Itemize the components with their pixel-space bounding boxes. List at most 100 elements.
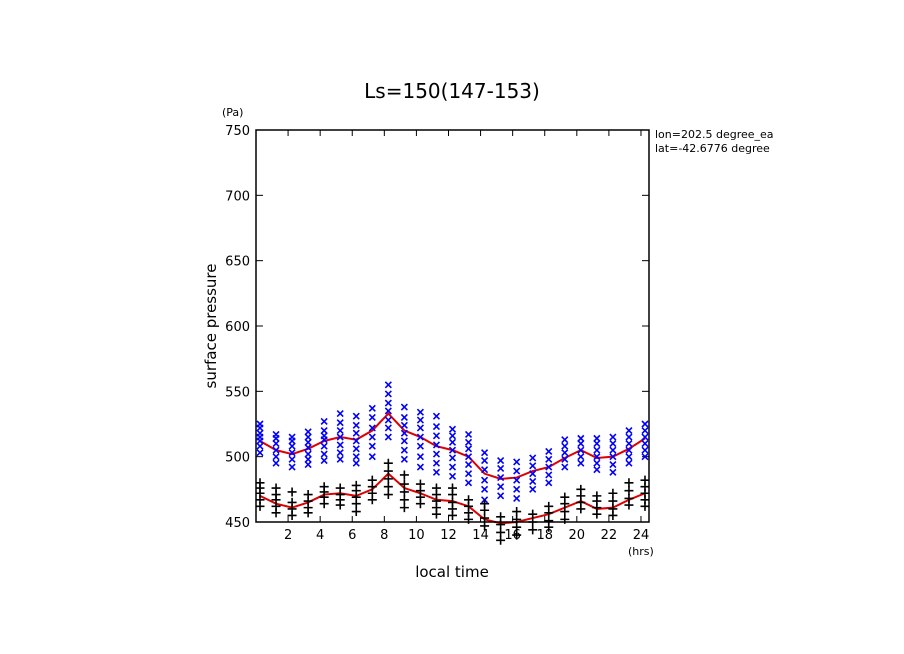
data-point-plus (592, 491, 602, 501)
ticks-layer: 2 4 6 8 10 12 14 16 18 20 22 2445050055060065070075… (225, 124, 649, 543)
data-point-plus (383, 466, 393, 476)
data-point-x (577, 440, 585, 448)
data-point-x (513, 485, 521, 493)
data-point-plus (335, 483, 345, 493)
data-point-x (545, 479, 553, 487)
data-point-x (304, 438, 312, 446)
data-point-x (545, 471, 553, 479)
data-point-x (336, 441, 344, 449)
data-point-plus (512, 507, 522, 517)
data-point-x (513, 467, 521, 475)
data-point-plus (399, 470, 409, 480)
data-point-plus (528, 509, 538, 519)
x-tick-label: 12 (440, 528, 457, 543)
x-tick-label: 2 (284, 528, 292, 543)
y-unit-label: (Pa) (222, 106, 243, 119)
data-point-x (304, 450, 312, 458)
data-point-plus (512, 522, 522, 532)
data-point-x (320, 417, 328, 425)
data-point-x (384, 407, 392, 415)
data-point-x (432, 423, 441, 431)
data-point-x (641, 440, 649, 448)
data-point-plus (383, 482, 393, 492)
data-point-plus (624, 478, 634, 488)
fit-line (259, 412, 646, 480)
data-point-x (561, 463, 569, 471)
data-point-plus (399, 503, 409, 513)
data-point-x (336, 455, 344, 463)
data-point-x (416, 424, 424, 432)
data-point-x (641, 433, 649, 441)
data-point-x (593, 440, 601, 448)
data-point-x (320, 432, 328, 440)
data-point-x (416, 416, 424, 424)
data-point-x (272, 430, 280, 439)
data-point-x (513, 458, 521, 466)
y-tick-label: 550 (225, 385, 250, 400)
data-point-plus (544, 516, 554, 526)
data-point-x (384, 381, 392, 389)
data-point-x (464, 470, 473, 478)
data-point-plus (351, 507, 361, 517)
x-unit-label: (hrs) (628, 545, 654, 558)
data-point-x (384, 433, 392, 441)
data-point-plus (608, 504, 618, 514)
data-point-x (497, 464, 505, 472)
data-point-x (416, 463, 424, 471)
data-point-x (384, 416, 392, 424)
data-point-x (577, 434, 585, 442)
data-point-plus (480, 521, 490, 531)
data-point-x (513, 476, 521, 484)
data-point-x (256, 420, 264, 428)
data-point-x (320, 426, 328, 435)
data-point-x (288, 449, 296, 457)
data-point-x (448, 454, 457, 462)
data-point-plus (431, 483, 441, 493)
data-point-plus (480, 513, 490, 523)
data-point-x (352, 437, 360, 445)
data-point-x (529, 485, 537, 493)
data-point-x (577, 446, 585, 454)
data-point-plus (496, 535, 506, 545)
data-point-x (400, 429, 408, 437)
data-point-x (497, 492, 505, 500)
data-point-x (352, 445, 360, 453)
data-point-plus (271, 483, 281, 493)
data-point-x (641, 420, 649, 428)
data-point-x (416, 433, 424, 441)
data-point-x (625, 453, 633, 461)
data-point-x (400, 421, 408, 429)
data-point-x (320, 457, 328, 465)
data-point-x (625, 446, 633, 454)
data-point-x (368, 413, 376, 422)
data-point-x (352, 459, 360, 467)
data-point-x (432, 412, 441, 420)
y-tick-label: 600 (225, 320, 250, 335)
data-point-x (336, 419, 344, 427)
data-point-x (320, 450, 328, 458)
data-point-x (288, 442, 296, 450)
data-point-x (529, 454, 537, 462)
data-point-x (464, 430, 473, 439)
data-point-x (561, 436, 569, 444)
data-point-x (400, 455, 408, 463)
data-point-x (561, 449, 569, 457)
data-point-x (288, 455, 296, 463)
data-point-x (384, 390, 392, 398)
data-point-plus (399, 495, 409, 505)
data-point-x (593, 434, 601, 442)
plot-frame (255, 129, 650, 523)
data-point-x (384, 424, 392, 432)
data-point-x (448, 425, 457, 433)
data-point-plus (528, 525, 538, 535)
data-point-x (481, 466, 489, 474)
data-point-plus (319, 482, 329, 492)
data-point-plus (448, 497, 457, 507)
data-point-x (464, 453, 473, 461)
x-tick-label: 22 (601, 528, 618, 543)
data-point-x (464, 445, 473, 453)
data-point-x (448, 432, 457, 440)
data-point-x (464, 438, 473, 446)
data-point-x (593, 446, 601, 454)
